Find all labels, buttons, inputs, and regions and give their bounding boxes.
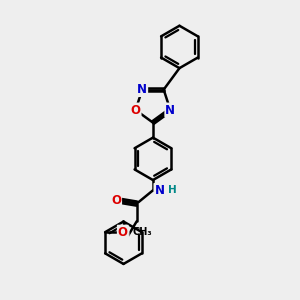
Text: O: O — [118, 230, 128, 242]
Text: O: O — [118, 226, 128, 239]
Text: O: O — [111, 194, 121, 207]
Text: N: N — [154, 184, 164, 197]
Text: N: N — [165, 103, 175, 116]
Text: CH₃: CH₃ — [133, 227, 152, 237]
Text: H: H — [168, 185, 177, 195]
Text: N: N — [137, 83, 147, 96]
Text: O: O — [130, 103, 141, 116]
